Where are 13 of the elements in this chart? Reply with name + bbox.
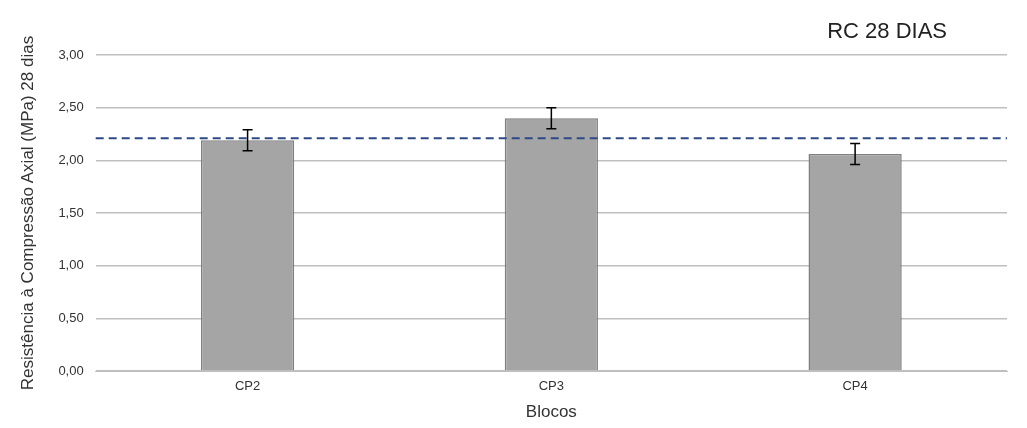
y-tick-label: 3,00 (58, 46, 84, 62)
x-axis-title: Blocos (525, 402, 577, 422)
y-tick-label: 2,50 (58, 99, 84, 115)
y-tick-label: 0,00 (58, 362, 84, 378)
x-tick-label: CP4 (842, 378, 868, 394)
chart-title: RC 28 DIAS (827, 18, 947, 44)
x-tick-label: CP3 (538, 378, 564, 394)
y-tick-label: 1,00 (58, 257, 84, 273)
y-tick-label: 1,50 (58, 204, 84, 220)
y-tick-label: 0,50 (58, 309, 84, 325)
y-axis-title: Resistência à Compressão Axial (MPa) 28 dias (17, 35, 37, 391)
y-tick-label: 2,00 (58, 151, 84, 167)
x-tick-label: CP2 (234, 378, 261, 394)
